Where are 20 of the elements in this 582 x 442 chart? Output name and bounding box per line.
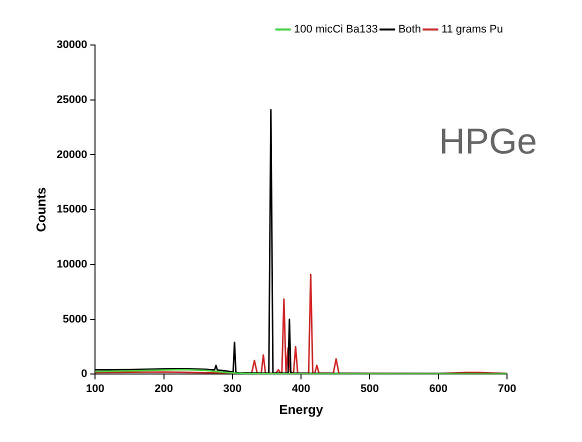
x-tick-label: 600 — [429, 382, 448, 395]
annotation: HPGe — [438, 120, 537, 162]
x-tick-label: 700 — [498, 382, 516, 395]
y-tick-label: 30000 — [56, 39, 88, 52]
y-tick-label: 0 — [81, 368, 88, 380]
legend-label: Both — [398, 24, 421, 36]
x-tick-label: 300 — [223, 382, 242, 395]
x-tick-label: 100 — [86, 382, 104, 395]
y-axis-title: Counts — [33, 187, 48, 232]
x-tick-label: 200 — [154, 382, 174, 395]
x-tick-label: 500 — [360, 382, 379, 395]
y-tick-label: 10000 — [56, 258, 88, 270]
x-axis-title: Energy — [279, 402, 324, 417]
x-tick-label: 400 — [292, 382, 310, 395]
legend-label: 100 micCi Ba133 — [294, 24, 378, 36]
y-tick-label: 25000 — [56, 94, 88, 106]
y-tick-label: 15000 — [56, 204, 88, 216]
y-tick-label: 5000 — [62, 313, 88, 326]
y-tick-label: 20000 — [56, 148, 88, 161]
legend-label: 11 grams Pu — [441, 24, 504, 36]
